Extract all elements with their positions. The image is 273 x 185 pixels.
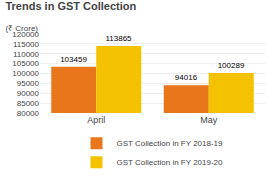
svg-text:April: April <box>87 115 105 125</box>
svg-text:120000: 120000 <box>12 30 39 39</box>
svg-text:105000: 105000 <box>12 59 39 68</box>
svg-text:100000: 100000 <box>12 69 39 78</box>
svg-text:Trends in GST Collection: Trends in GST Collection <box>5 0 136 12</box>
svg-text:85000: 85000 <box>17 99 40 108</box>
svg-text:103459: 103459 <box>60 55 87 64</box>
svg-text:May: May <box>200 115 218 125</box>
svg-text:95000: 95000 <box>17 79 40 88</box>
svg-text:90000: 90000 <box>17 89 40 98</box>
svg-text:80000: 80000 <box>17 109 40 118</box>
svg-text:(₹ Crore): (₹ Crore) <box>5 24 38 33</box>
svg-text:113865: 113865 <box>105 34 132 43</box>
svg-text:100289: 100289 <box>218 61 245 70</box>
svg-text:GST Collection in FY 2019-20: GST Collection in FY 2019-20 <box>117 158 224 167</box>
svg-text:GST Collection in FY 2018-19: GST Collection in FY 2018-19 <box>117 139 224 148</box>
svg-text:115000: 115000 <box>13 40 40 49</box>
svg-text:110000: 110000 <box>13 50 40 59</box>
svg-text:94016: 94016 <box>175 73 198 82</box>
